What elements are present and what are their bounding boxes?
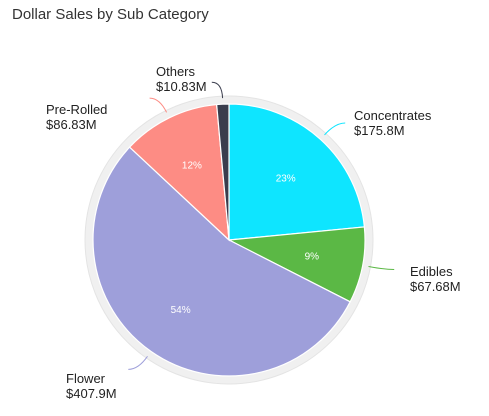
pie-slice-others[interactable] (216, 103, 230, 241)
slice-value-concentrates: $175.8M (354, 123, 405, 138)
slice-value-pre-rolled: $86.83M (46, 117, 97, 132)
slice-percent-concentrates: 23% (276, 174, 296, 185)
leader-line-others (211, 81, 224, 99)
slice-name-others: Others (156, 64, 196, 79)
slice-value-edibles: $67.68M (410, 279, 461, 294)
slice-label-edibles: Edibles$67.68M (410, 264, 461, 294)
slice-name-edibles: Edibles (410, 264, 453, 279)
slice-percent-flower: 54% (171, 305, 191, 316)
slice-value-others: $10.83M (156, 79, 207, 94)
slice-label-pre-rolled: Pre-Rolled$86.83M (46, 102, 107, 132)
leader-line-pre-rolled (149, 97, 168, 113)
leader-line-flower (128, 356, 148, 370)
leader-line-concentrates (324, 122, 346, 136)
slice-value-flower: $407.9M (66, 386, 117, 401)
pie-slice-concentrates[interactable] (228, 103, 366, 241)
slice-percent-pre-rolled: 12% (182, 160, 202, 171)
slice-label-flower: Flower$407.9M (66, 371, 117, 401)
pie-slice-pre-rolled[interactable] (128, 103, 230, 242)
slice-percent-edibles: 9% (305, 252, 320, 263)
chart-title: Dollar Sales by Sub Category (12, 6, 209, 23)
pie-slice-flower[interactable] (92, 146, 351, 377)
leader-line-edibles (368, 266, 395, 270)
slice-label-concentrates: Concentrates$175.8M (354, 108, 432, 138)
slice-name-pre-rolled: Pre-Rolled (46, 102, 107, 117)
slice-name-flower: Flower (66, 371, 106, 386)
slice-label-others: Others$10.83M (156, 64, 207, 94)
slice-name-concentrates: Concentrates (354, 108, 432, 123)
